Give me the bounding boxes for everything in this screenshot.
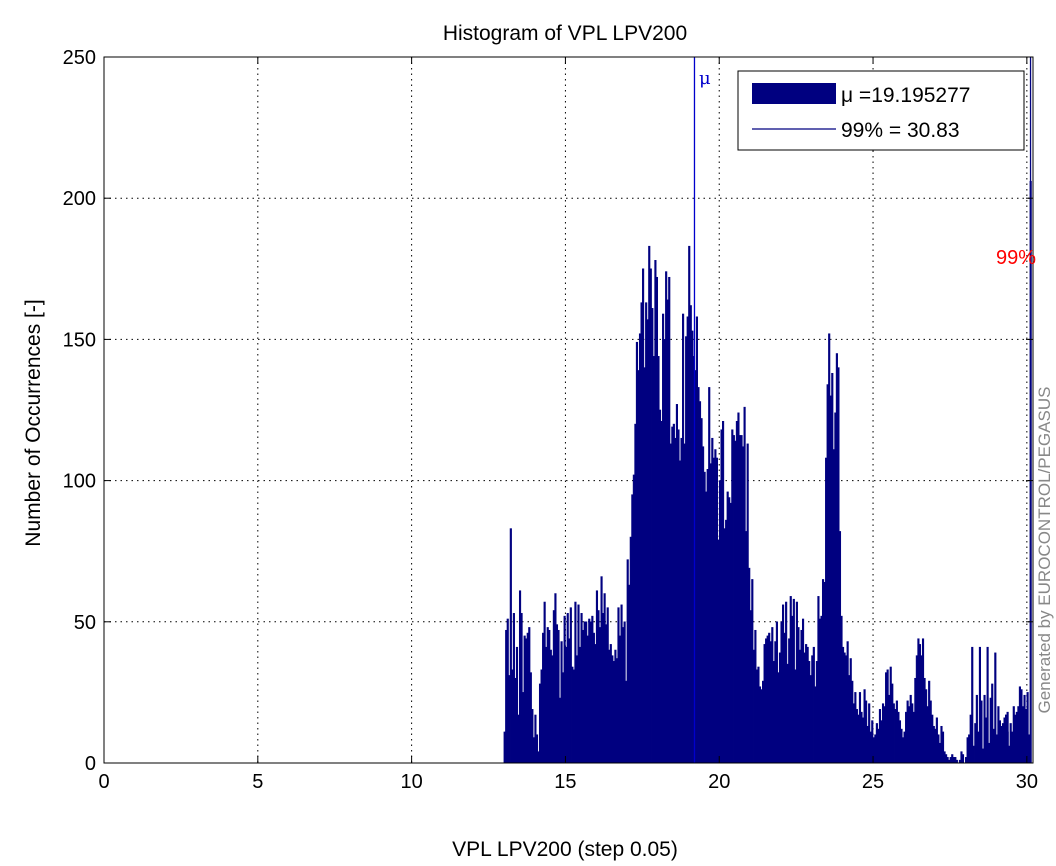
y-axis-title: Number of Occurrences [-]: [22, 299, 45, 546]
x-tick-label: 10: [400, 771, 422, 793]
histogram-bar: [971, 646, 974, 764]
mean-marker-label: μ: [699, 68, 711, 89]
p99-marker-label: 99%: [996, 247, 1036, 269]
plot-frame: [103, 56, 1034, 764]
legend-entry-p99: 99% = 30.83: [841, 119, 960, 142]
legend-patch-swatch: [752, 83, 836, 104]
legend-entry-mean: μ =19.195277: [841, 84, 970, 107]
reference-lines: [693, 57, 1032, 763]
y-tick-label: 250: [63, 47, 96, 69]
y-tick-label: 200: [63, 188, 96, 210]
x-tick-label: 15: [554, 771, 576, 793]
x-tick-label: 30: [1016, 771, 1038, 793]
histogram-bar: [961, 754, 965, 764]
legend: μ =19.195277 99% = 30.83: [737, 70, 1025, 151]
histogram-bar: [997, 751, 1000, 764]
y-tick-label: 50: [74, 612, 96, 634]
x-tick-label: 25: [862, 771, 884, 793]
x-axis-title: VPL LPV200 (step 0.05): [452, 838, 678, 861]
y-tick-label: 150: [63, 329, 96, 351]
chart-title: Histogram of VPL LPV200: [443, 22, 687, 45]
axes: [103, 56, 1034, 764]
watermark: Generated by EUROCONTROL/PEGASUS: [1035, 387, 1054, 714]
y-tick-label: 100: [63, 471, 96, 493]
y-tick-label: 0: [85, 753, 96, 775]
x-tick-label: 0: [98, 771, 109, 793]
x-tick-label: 20: [708, 771, 730, 793]
tick-labels: 0 5 10 15 20 25 30 0 50 100 150 200 250: [63, 47, 1038, 793]
x-tick-label: 5: [252, 771, 263, 793]
